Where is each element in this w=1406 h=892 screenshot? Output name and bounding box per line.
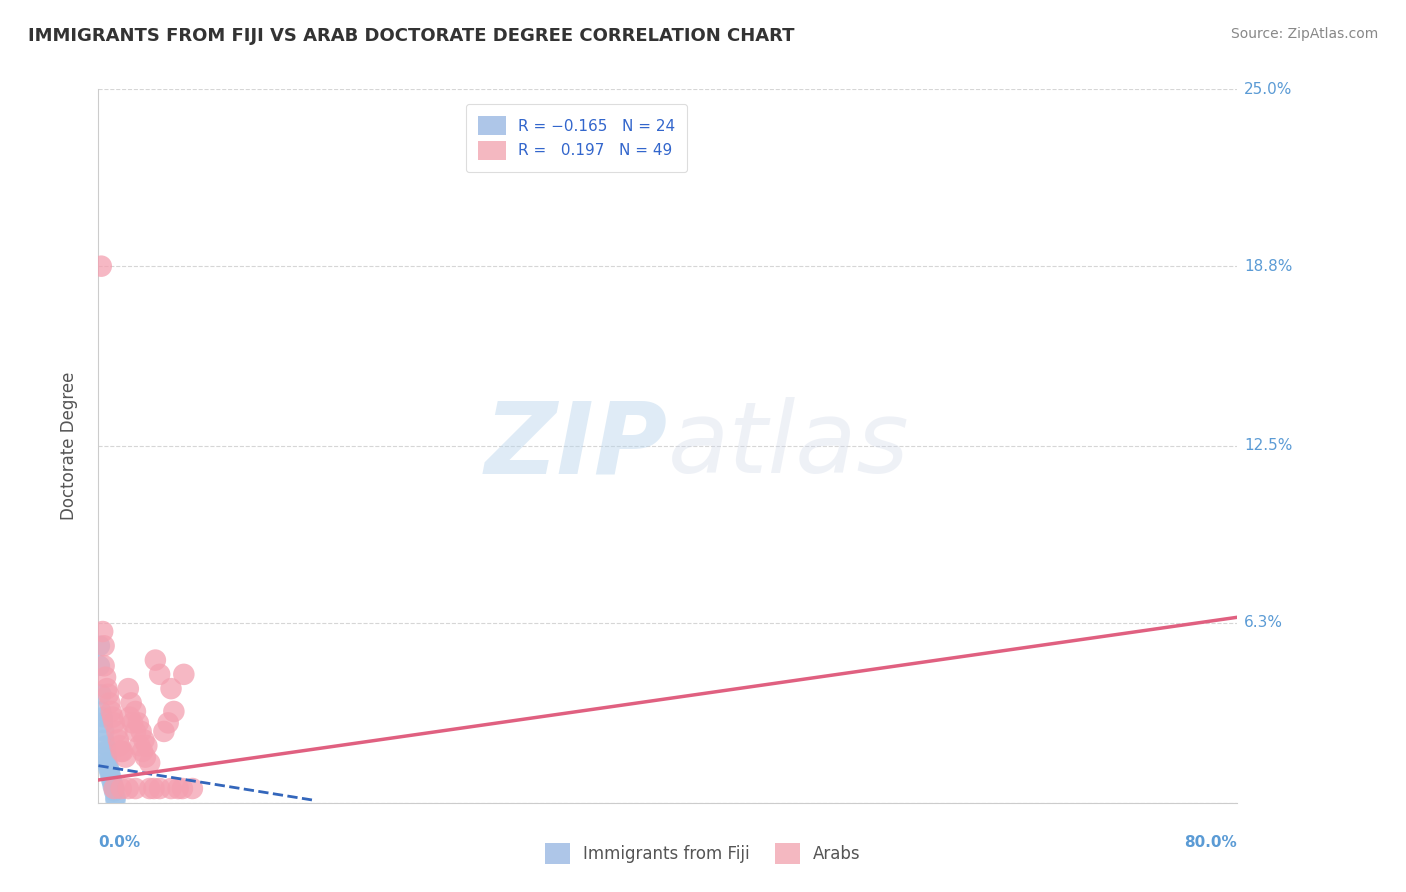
Point	[153, 724, 176, 739]
Point	[93, 724, 115, 739]
Point	[120, 696, 142, 710]
Point	[100, 705, 122, 719]
Text: 0.0%: 0.0%	[98, 836, 141, 850]
Point	[91, 715, 114, 730]
Point	[160, 681, 183, 696]
Point	[124, 724, 146, 739]
Point	[101, 776, 124, 790]
Point	[96, 681, 118, 696]
Point	[129, 724, 152, 739]
Point	[96, 750, 118, 764]
Text: atlas: atlas	[668, 398, 910, 494]
Text: 18.8%: 18.8%	[1244, 259, 1292, 274]
Point	[127, 715, 149, 730]
Point	[103, 784, 125, 798]
Point	[124, 781, 146, 796]
Text: Source: ZipAtlas.com: Source: ZipAtlas.com	[1230, 27, 1378, 41]
Point	[93, 658, 115, 673]
Point	[111, 744, 134, 758]
Point	[90, 259, 112, 273]
Point	[94, 739, 117, 753]
Point	[97, 687, 120, 701]
Point	[107, 733, 129, 747]
Point	[104, 793, 127, 807]
Point	[94, 744, 117, 758]
Point	[101, 710, 124, 724]
Point	[101, 779, 124, 793]
Point	[91, 710, 114, 724]
Point	[89, 639, 111, 653]
Point	[167, 781, 190, 796]
Text: 25.0%: 25.0%	[1244, 82, 1292, 96]
Point	[104, 790, 127, 805]
Point	[160, 781, 183, 796]
Point	[90, 705, 112, 719]
Point	[98, 764, 121, 779]
Text: ZIP: ZIP	[485, 398, 668, 494]
Point	[128, 739, 150, 753]
Point	[93, 639, 115, 653]
Y-axis label: Doctorate Degree: Doctorate Degree	[59, 372, 77, 520]
Point	[173, 667, 195, 681]
Point	[96, 756, 118, 770]
Point	[97, 762, 120, 776]
Point	[132, 733, 155, 747]
Point	[117, 681, 139, 696]
Point	[118, 710, 141, 724]
Point	[149, 781, 172, 796]
Point	[135, 739, 157, 753]
Point	[100, 770, 122, 784]
Point	[103, 781, 125, 796]
Point	[89, 658, 111, 673]
Point	[163, 705, 186, 719]
Text: 12.5%: 12.5%	[1244, 439, 1292, 453]
Point	[110, 744, 132, 758]
Point	[145, 653, 167, 667]
Text: 80.0%: 80.0%	[1184, 836, 1237, 850]
Point	[98, 767, 121, 781]
Point	[97, 758, 120, 772]
Point	[103, 715, 125, 730]
Point	[138, 756, 160, 770]
Legend: R = −0.165   N = 24, R =   0.197   N = 49: R = −0.165 N = 24, R = 0.197 N = 49	[467, 104, 688, 172]
Point	[131, 744, 153, 758]
Point	[157, 715, 180, 730]
Point	[149, 667, 172, 681]
Point	[105, 724, 128, 739]
Point	[142, 781, 165, 796]
Point	[108, 739, 131, 753]
Point	[98, 696, 121, 710]
Point	[124, 705, 146, 719]
Point	[100, 772, 122, 787]
Point	[93, 733, 115, 747]
Point	[91, 624, 114, 639]
Point	[138, 781, 160, 796]
Point	[172, 781, 194, 796]
Text: IMMIGRANTS FROM FIJI VS ARAB DOCTORATE DEGREE CORRELATION CHART: IMMIGRANTS FROM FIJI VS ARAB DOCTORATE D…	[28, 27, 794, 45]
Point	[94, 670, 117, 684]
Legend: Immigrants from Fiji, Arabs: Immigrants from Fiji, Arabs	[538, 837, 868, 871]
Point	[117, 781, 139, 796]
Point	[114, 750, 136, 764]
Point	[90, 687, 112, 701]
Point	[134, 750, 156, 764]
Point	[121, 715, 143, 730]
Point	[103, 781, 125, 796]
Text: 6.3%: 6.3%	[1244, 615, 1284, 631]
Point	[181, 781, 204, 796]
Point	[110, 781, 132, 796]
